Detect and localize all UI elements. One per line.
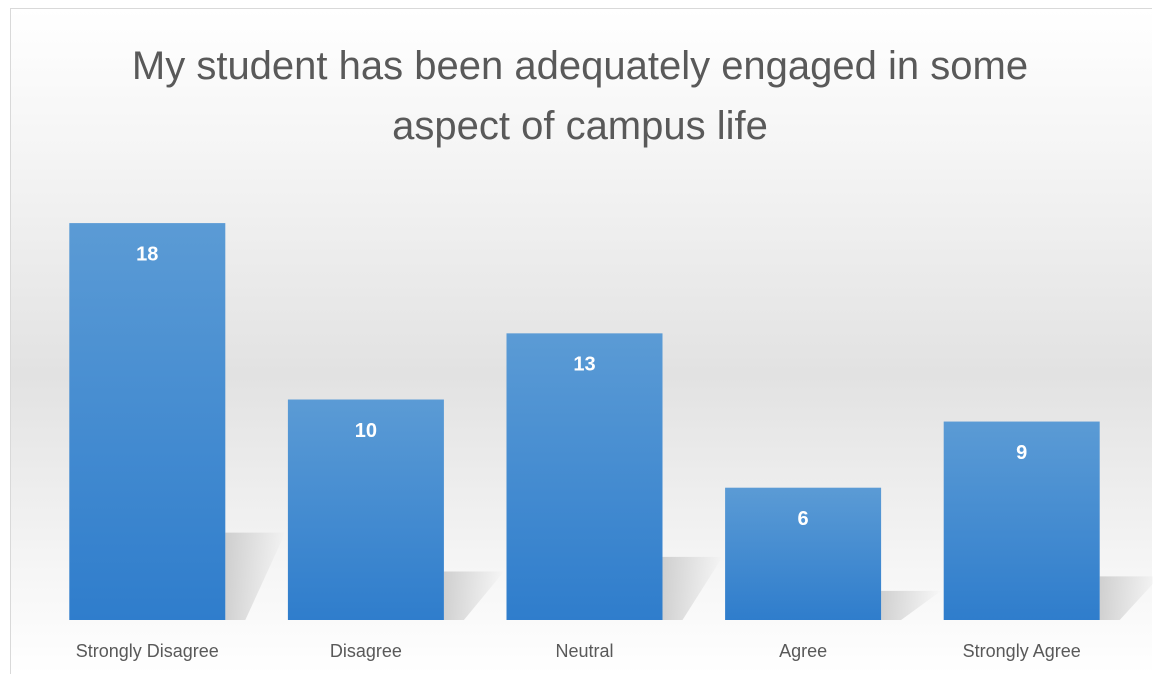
- bar: [69, 223, 226, 620]
- x-tick-label: Agree: [779, 641, 827, 661]
- bar-shadow: [443, 571, 504, 620]
- data-label: 9: [1016, 442, 1027, 464]
- x-tick-label: Strongly Disagree: [76, 641, 219, 661]
- x-tick-label: Neutral: [555, 641, 613, 661]
- chart-title: My student has been adequately engaged i…: [131, 44, 1029, 148]
- bar-shadow: [662, 556, 723, 620]
- data-label: 18: [136, 243, 158, 265]
- bar: [943, 421, 1100, 620]
- bar: [506, 333, 663, 620]
- data-label: 13: [573, 354, 595, 376]
- data-label: 10: [355, 420, 377, 442]
- x-tick-label: Disagree: [330, 641, 402, 661]
- data-label: 6: [798, 508, 809, 530]
- x-tick-label: Strongly Agree: [963, 641, 1081, 661]
- bar-shadow: [1099, 576, 1153, 620]
- bar: [725, 487, 882, 620]
- bar-shadow: [881, 590, 942, 620]
- bar: [287, 399, 444, 620]
- bar-shadow: [225, 532, 286, 620]
